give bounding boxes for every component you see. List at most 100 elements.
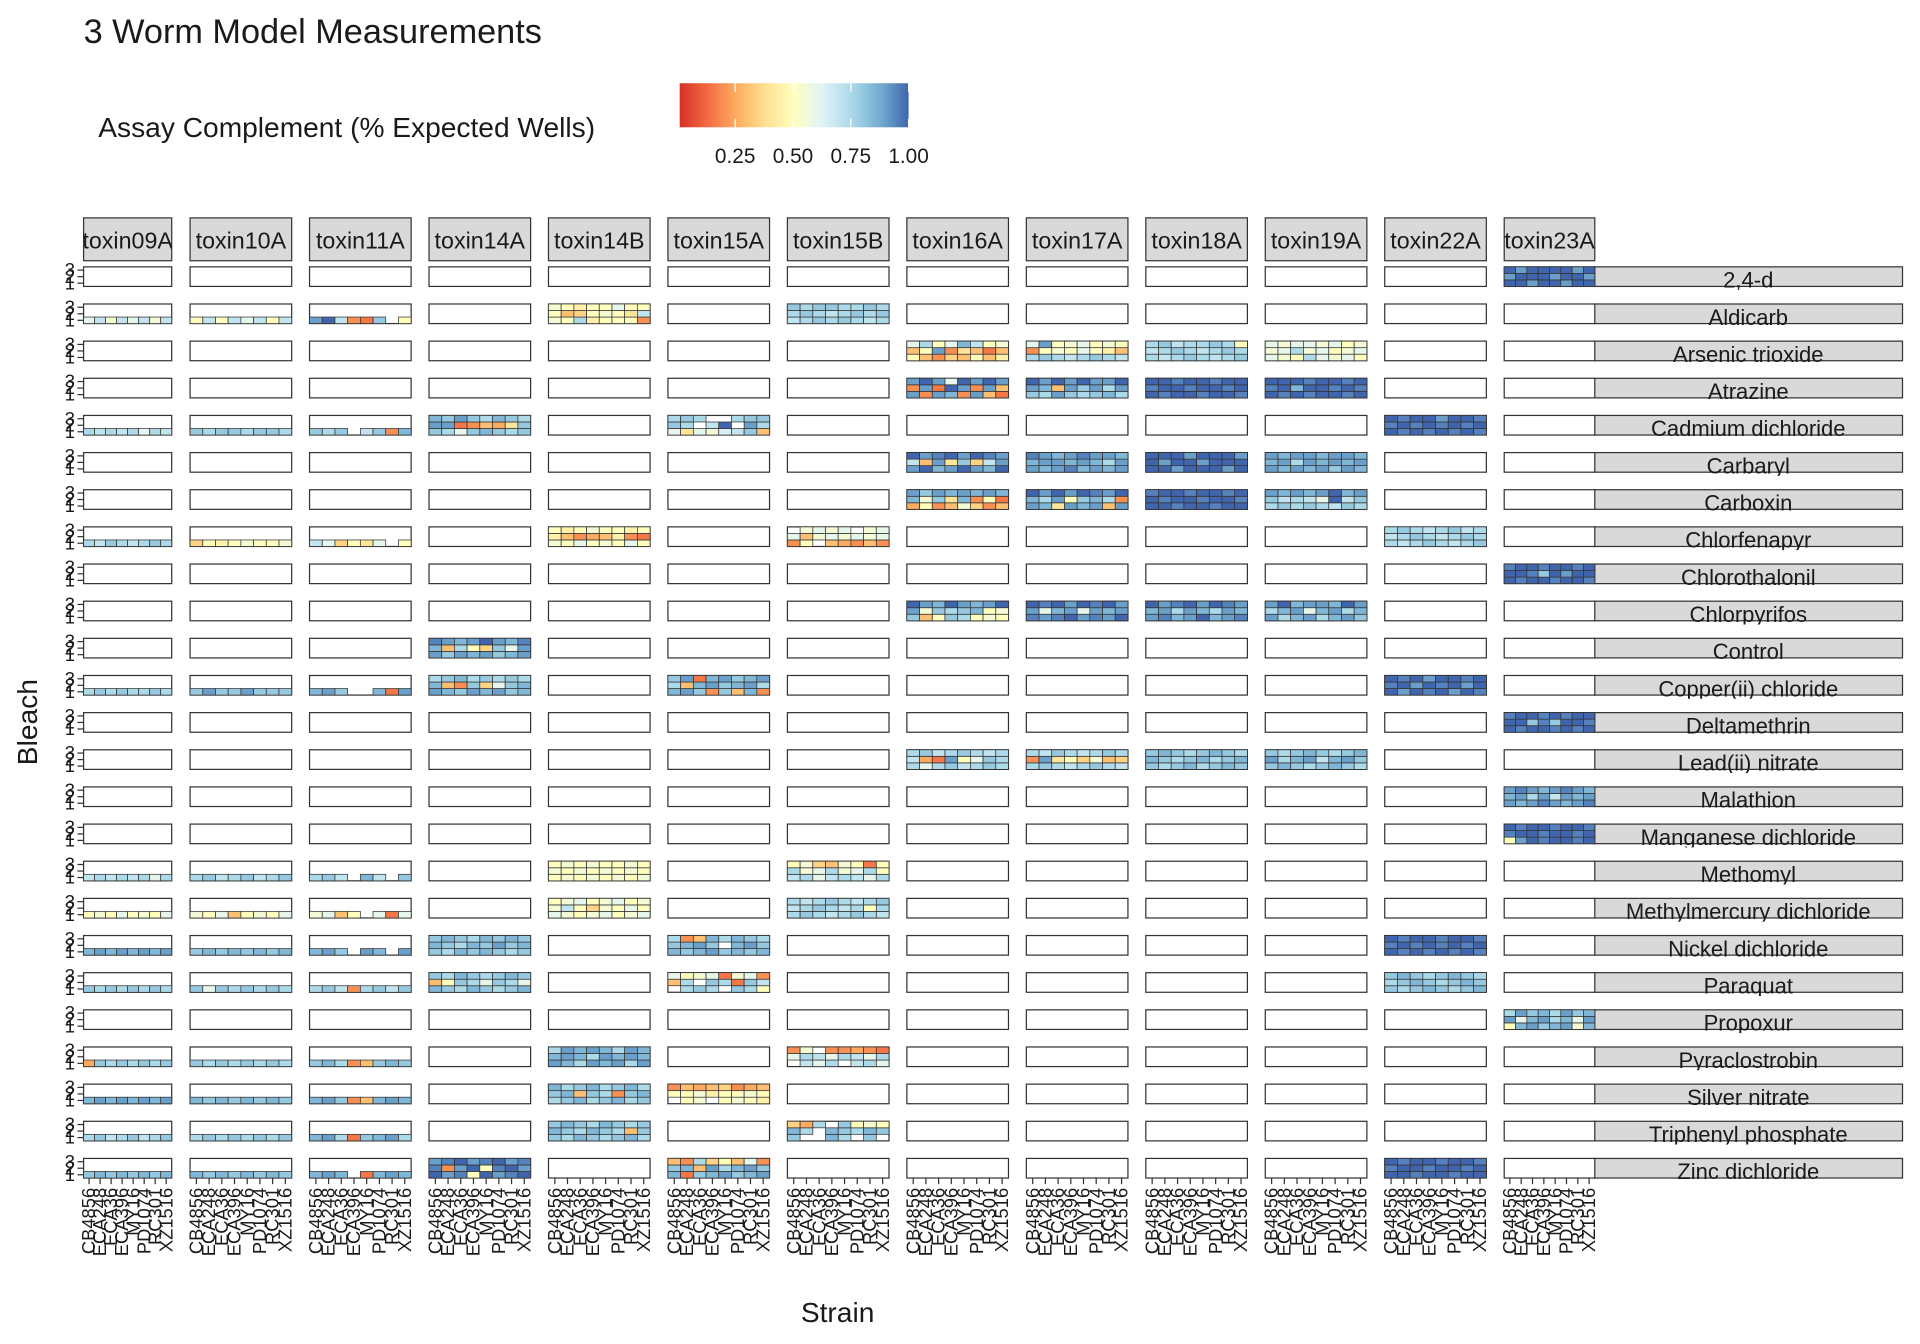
panel — [82, 340, 173, 362]
heatmap-cell — [1196, 762, 1210, 770]
heatmap-cell — [1549, 1009, 1562, 1017]
heatmap-cell — [1435, 948, 1449, 956]
heatmap-cell — [825, 310, 839, 318]
heatmap-cell — [372, 316, 387, 324]
heatmap-cell — [875, 860, 890, 869]
heatmap-cell — [944, 452, 959, 460]
heatmap-cell — [492, 941, 506, 949]
panel — [1384, 860, 1487, 882]
heatmap-cell — [573, 533, 587, 541]
heatmap-cell — [1341, 502, 1355, 510]
heatmap-cell — [1328, 384, 1342, 392]
heatmap-cell — [756, 978, 770, 987]
heatmap-cell — [837, 1120, 852, 1129]
heatmap-cell — [837, 1127, 852, 1135]
y-tick-label: 1 — [65, 718, 75, 739]
heatmap-cell — [227, 948, 242, 956]
panel — [428, 1120, 532, 1142]
panel — [82, 563, 173, 585]
heatmap-cell — [1473, 935, 1487, 943]
heatmap-cell — [278, 1133, 293, 1142]
heatmap-cell — [1158, 377, 1172, 386]
heatmap-cell — [637, 1120, 651, 1129]
panel — [1145, 526, 1249, 548]
heatmap-cell — [1234, 495, 1248, 504]
y-tick-label: 1 — [65, 309, 75, 330]
heatmap-cell — [1422, 428, 1436, 436]
heatmap-cell — [1196, 613, 1210, 622]
heatmap-cell — [466, 941, 481, 949]
heatmap-cell — [548, 1059, 562, 1067]
panel — [308, 600, 412, 622]
heatmap-cell — [718, 1158, 732, 1166]
heatmap-cell — [454, 688, 468, 696]
heatmap-cell — [1089, 502, 1103, 510]
panel — [308, 563, 412, 585]
heatmap-cell — [1290, 340, 1304, 349]
heatmap-cell — [680, 688, 694, 696]
heatmap-cell — [321, 873, 336, 882]
y-tick-label: 3 — [65, 1039, 75, 1060]
heatmap-cell — [1397, 533, 1411, 541]
heatmap-cell — [1435, 675, 1449, 683]
panel — [786, 1009, 890, 1031]
heatmap-cell — [1328, 452, 1342, 460]
heatmap-cell — [1460, 1171, 1475, 1179]
heatmap-cell — [1064, 452, 1078, 460]
heatmap-cell — [94, 1133, 106, 1142]
heatmap-cell — [1515, 836, 1528, 845]
panel — [1145, 860, 1249, 882]
panel — [1025, 563, 1129, 585]
panel — [1264, 563, 1368, 585]
heatmap-cell — [1221, 755, 1236, 764]
heatmap-cell — [718, 681, 732, 689]
heatmap-cell — [517, 972, 531, 980]
heatmap-cell — [931, 762, 946, 770]
heatmap-cell — [398, 688, 412, 696]
heatmap-cell — [1503, 799, 1516, 807]
heatmap-cell — [479, 972, 493, 980]
x-tick-label: RC301 — [262, 1188, 283, 1245]
heatmap-cell — [1341, 465, 1355, 473]
heatmap-cell — [1537, 576, 1550, 584]
facet-strip-label: toxin15B — [793, 227, 883, 253]
heatmap-cell — [1303, 347, 1317, 355]
panel — [82, 712, 173, 733]
x-tick-label: ECA396 — [1533, 1188, 1554, 1256]
x-tick-label: MY16 — [834, 1188, 855, 1236]
heatmap-cell — [705, 681, 720, 689]
heatmap-cell — [1447, 1158, 1462, 1166]
heatmap-cell — [560, 1059, 575, 1067]
panel — [906, 860, 1010, 882]
heatmap-cell — [334, 539, 349, 547]
heatmap-cell — [1221, 353, 1236, 362]
x-tick-label: ECA36 — [808, 1188, 829, 1246]
heatmap-cell — [586, 1120, 600, 1129]
heatmap-cell — [906, 340, 920, 349]
heatmap-cell — [1515, 786, 1528, 794]
x-tick-label: MY16 — [122, 1188, 143, 1236]
heatmap-cell — [1422, 675, 1436, 683]
heatmap-cell — [931, 340, 946, 349]
heatmap-cell — [718, 935, 732, 943]
x-tick-label: ECA36 — [1522, 1188, 1543, 1246]
heatmap-cell — [1526, 563, 1539, 571]
heatmap-cell — [931, 353, 946, 362]
heatmap-cell — [944, 347, 959, 355]
heatmap-cell — [1303, 458, 1317, 467]
heatmap-cell — [309, 873, 323, 882]
heatmap-cell — [731, 1083, 745, 1092]
heatmap-cell — [1025, 384, 1040, 392]
heatmap-cell — [265, 428, 280, 436]
heatmap-cell — [1537, 570, 1550, 578]
heatmap-cell — [598, 533, 613, 541]
heatmap-cell — [1583, 570, 1596, 578]
heatmap-cell — [441, 972, 455, 980]
heatmap-cell — [321, 1133, 336, 1142]
heatmap-cell — [982, 489, 997, 497]
heatmap-cell — [560, 867, 575, 875]
panel — [428, 749, 532, 770]
heatmap-cell — [1076, 613, 1091, 622]
heatmap-cell — [1560, 273, 1573, 281]
heatmap-cell — [637, 867, 651, 875]
